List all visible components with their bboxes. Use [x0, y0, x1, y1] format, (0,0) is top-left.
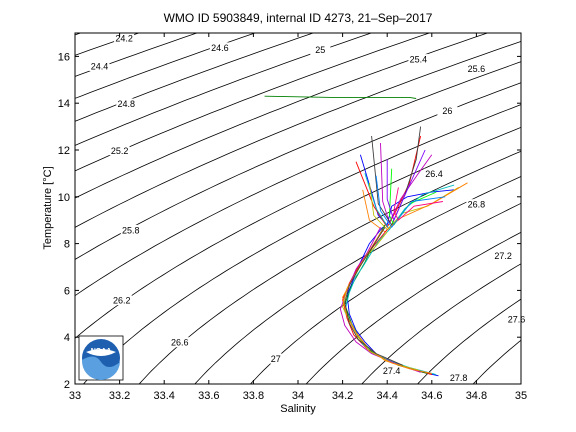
contour-label-bg: [169, 337, 190, 348]
y-tick-label: 16: [58, 51, 70, 63]
contour-label: 26: [442, 106, 452, 116]
y-tick-label: 4: [64, 332, 70, 344]
x-tick-label: 33.8: [243, 390, 264, 402]
density-contour: [75, 33, 431, 172]
profile-line: [386, 149, 426, 221]
density-contour-labels: 24.2 24.6 25 25.4 25.6 24.4 24.8 26 25.2 26.4 26.8…: [89, 33, 527, 383]
profile-line: [344, 226, 403, 366]
x-tick-label: 33.2: [109, 390, 130, 402]
x-tick-label: 33.6: [198, 390, 219, 402]
x-tick-label: 33: [69, 390, 81, 402]
x-axis-label: Salinity: [280, 403, 316, 415]
contour-label-bg: [408, 54, 429, 65]
contour-label: 27: [271, 354, 281, 364]
x-tick-label: 34.8: [466, 390, 487, 402]
density-contour: [361, 263, 521, 384]
y-tick-label: 6: [64, 285, 70, 297]
density-contour: [249, 202, 521, 384]
density-contour: [75, 82, 521, 297]
profile-line: [393, 187, 443, 221]
contour-label-bg: [116, 98, 137, 109]
density-contour: [75, 33, 257, 99]
density-contour: [75, 33, 489, 199]
contour-label-bg: [111, 295, 132, 306]
contour-label: 26.8: [468, 200, 486, 210]
density-contour: [305, 231, 521, 384]
x-tick-label: 34.2: [332, 390, 353, 402]
density-contour: [75, 104, 521, 339]
contour-label-bg: [466, 63, 487, 74]
contour-label-bg: [89, 61, 110, 72]
contour-label: 25.8: [122, 225, 140, 235]
density-contour: [75, 61, 521, 260]
contour-label: 26.2: [113, 296, 131, 306]
y-tick-label: 14: [58, 98, 70, 110]
noaa-logo-text: NOAA: [91, 348, 112, 355]
profile-line: [375, 175, 446, 228]
contour-label: 25: [315, 45, 325, 55]
contour-label-bg: [437, 105, 458, 116]
contour-label: 25.4: [410, 55, 428, 65]
contour-label-bg: [381, 365, 402, 376]
contour-label: 27.4: [383, 366, 401, 376]
contour-label: 24.6: [211, 43, 229, 53]
x-tick-label: 34: [292, 390, 304, 402]
contour-label-bg: [120, 224, 141, 235]
profile-line: [342, 229, 432, 374]
y-tick-label: 8: [64, 239, 70, 251]
density-contour: [75, 33, 315, 122]
contour-label-bg: [265, 353, 286, 364]
y-axis-label: Temperature [°C]: [42, 166, 54, 249]
x-tick-label: 34.4: [376, 390, 397, 402]
density-contour: [75, 33, 373, 146]
contour-label: 26.4: [425, 169, 443, 179]
noaa-logo: NOAA: [78, 335, 124, 381]
contour-label: 25.6: [468, 64, 486, 74]
contour-label-bg: [493, 250, 514, 261]
contour-label: 27.8: [450, 373, 468, 383]
density-contour: [75, 40, 521, 228]
x-axis-ticks: 33 33.2 33.4 33.6 33.8 34 34.2 34.4 34.6 34.8 35: [69, 33, 527, 402]
x-tick-label: 33.4: [153, 390, 174, 402]
x-tick-label: 35: [515, 390, 527, 402]
contour-label: 27.2: [494, 251, 512, 261]
profile-series: [264, 95, 468, 377]
profile-line: [380, 142, 433, 223]
profile-line: [264, 95, 417, 99]
contour-label-bg: [448, 372, 469, 383]
x-tick-label: 34.6: [421, 390, 442, 402]
contour-label-bg: [310, 44, 331, 55]
contour-label: 25.2: [111, 146, 129, 156]
contour-label-bg: [506, 313, 527, 324]
plot-area: [75, 33, 521, 384]
contour-label-bg: [424, 168, 444, 179]
y-tick-label: 12: [58, 145, 70, 157]
contour-label-bg: [209, 42, 230, 53]
y-tick-label: 10: [58, 192, 70, 204]
contour-label-bg: [466, 199, 487, 210]
contour-label-bg: [114, 33, 135, 43]
profile-line: [362, 182, 468, 233]
contour-label: 24.2: [115, 34, 133, 44]
density-contour: [82, 126, 521, 384]
chart-title: WMO ID 5903849, internal ID 4273, 21–Sep…: [164, 11, 433, 25]
contour-label-bg: [109, 145, 130, 156]
density-contour: [417, 298, 521, 384]
y-tick-label: 2: [64, 379, 70, 391]
contour-label: 24.8: [118, 99, 136, 109]
density-contour: [194, 176, 521, 384]
contour-label: 27.6: [508, 314, 526, 324]
contour-label: 24.4: [91, 62, 109, 72]
y-axis-ticks: 2 4 6 8 10 12 14 16: [58, 51, 521, 391]
contour-label: 26.6: [171, 338, 189, 348]
